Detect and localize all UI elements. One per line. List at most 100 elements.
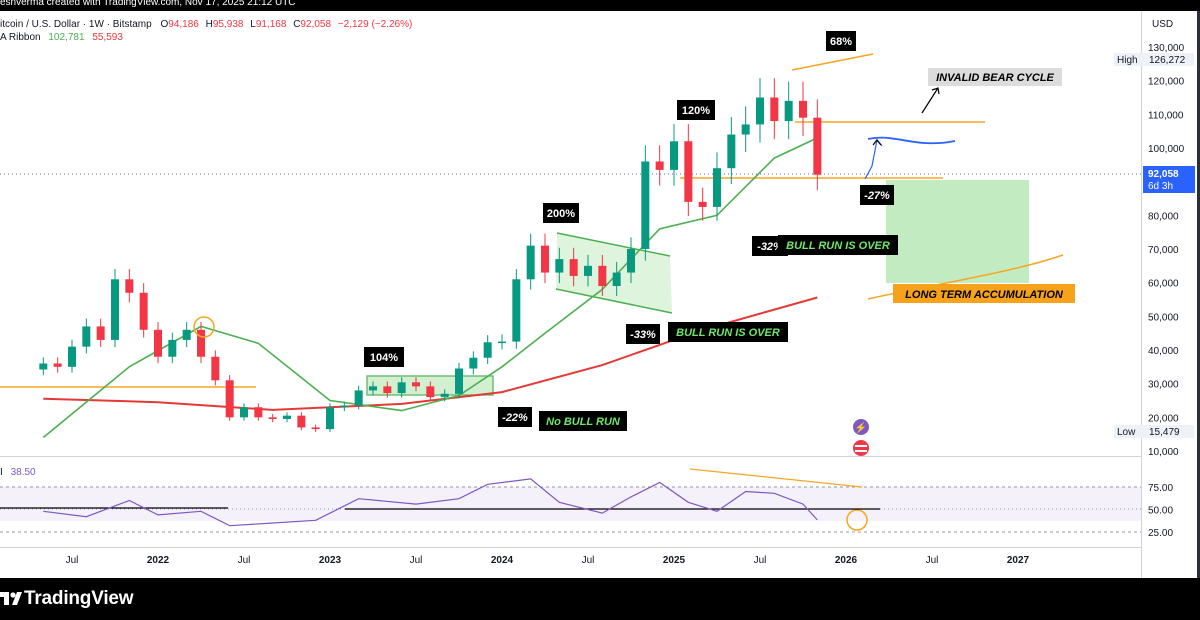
label-120: 120% <box>677 100 715 120</box>
candle-body <box>455 368 463 394</box>
candle-body <box>240 407 248 418</box>
time-tick-label: 2023 <box>319 555 342 566</box>
candle-body <box>555 259 564 273</box>
candle-body <box>440 393 449 398</box>
close-legend-value: 92,058 <box>300 19 332 30</box>
high-legend-value: 95,938 <box>212 19 244 30</box>
time-tick-label: 2025 <box>663 555 686 566</box>
label-bull-run-over-2024: BULL RUN IS OVER <box>668 322 788 342</box>
ribbon-value-1: 102,781 <box>48 32 85 43</box>
current-price-value: 92,058 <box>1148 169 1179 180</box>
candle-body <box>569 259 578 276</box>
candle-body <box>111 279 119 340</box>
candle-body <box>512 279 521 342</box>
candle-body <box>770 97 779 122</box>
candle-body <box>182 329 191 340</box>
price-tick-label: 10,000 <box>1148 447 1179 458</box>
flag-upper-line <box>556 232 671 257</box>
time-tick-label: Jul <box>754 555 767 566</box>
label-120-text: 120% <box>682 105 710 117</box>
candle-body <box>612 272 621 287</box>
candle-body <box>225 380 234 418</box>
projection-box <box>886 180 1029 283</box>
candle-body <box>526 245 535 280</box>
candle-body <box>727 134 736 169</box>
label-minus-27-text: -27% <box>864 190 890 202</box>
candle-body <box>369 386 377 391</box>
tradingview-icon <box>0 592 22 605</box>
low-legend-label: L <box>250 19 256 30</box>
candle-body <box>698 201 707 207</box>
candle-body <box>397 382 406 394</box>
symbol-legend[interactable]: itcoin / U.S. Dollar · 1W · Bitstamp O94… <box>0 19 412 30</box>
flag-stripe <box>855 445 867 447</box>
label-minus-33: -33% <box>626 324 660 344</box>
candle-body <box>125 279 134 293</box>
rsi-axis[interactable]: 75.00 50.00 25.00 <box>1148 483 1173 539</box>
candle-body <box>68 346 76 367</box>
lightning-icon[interactable] <box>853 419 869 435</box>
price-tick-label: 50,000 <box>1148 312 1179 323</box>
candle-body <box>469 357 478 369</box>
candle-body <box>784 100 793 122</box>
candle-body <box>741 124 750 135</box>
ribbon-value-2: 55,593 <box>92 32 123 43</box>
label-invalid-bear-cycle: INVALID BEAR CYCLE <box>928 68 1062 86</box>
time-tick-label: Jul <box>238 555 251 566</box>
candle-body <box>354 390 363 406</box>
label-68: 68% <box>826 31 856 51</box>
tradingview-logo[interactable]: TradingView <box>0 586 134 612</box>
candle-body <box>584 265 592 276</box>
lightning-glyph: ⚡ <box>855 421 867 434</box>
rsi-tick-label: 25.00 <box>1148 528 1173 539</box>
price-tick-label: 130,000 <box>1148 43 1185 54</box>
low-marker <box>1114 425 1194 438</box>
time-tick-label: Jul <box>926 555 939 566</box>
label-minus-32-text: -32% <box>757 241 783 253</box>
price-circle-marker <box>193 316 215 338</box>
candle-body <box>197 329 205 357</box>
label-invalid-bear-cycle-text: INVALID BEAR CYCLE <box>936 72 1054 84</box>
candle-body <box>139 292 148 330</box>
label-minus-22-text: -22% <box>502 412 528 424</box>
ribbon-legend[interactable]: A Ribbon 102,781 55,593 <box>0 32 123 43</box>
bounce-arrow <box>864 138 883 180</box>
time-tick-label: Jul <box>582 555 595 566</box>
low-label: Low <box>1117 427 1136 438</box>
candle-body <box>498 341 506 344</box>
candle-body <box>326 407 334 430</box>
change-value: −2,129 (−2.26%) <box>337 19 413 30</box>
rsi-circle-marker <box>846 509 868 531</box>
open-value: 94,186 <box>168 19 199 30</box>
candle-body <box>670 141 678 170</box>
candle-body <box>268 417 277 420</box>
rsi-path <box>43 478 818 527</box>
candle-body <box>627 249 635 273</box>
brand-name: TradingView <box>24 588 134 609</box>
price-tick-label: 110,000 <box>1148 110 1184 121</box>
us-flag-icon[interactable] <box>853 440 869 456</box>
top-trendline <box>791 53 874 71</box>
sma-50-line <box>42 137 818 439</box>
time-tick-label: 2024 <box>491 555 514 566</box>
candle-body <box>39 363 48 370</box>
candle-body <box>641 161 650 249</box>
high-label: High <box>1117 55 1138 66</box>
price-tick-label: 120,000 <box>1148 77 1185 88</box>
current-price-countdown: 6d 3h <box>1148 181 1173 192</box>
rsi-legend[interactable]: I 38.50 <box>0 467 36 478</box>
time-axis[interactable]: Jul 2022 Jul 2023 Jul 2024 Jul 2025 Jul 2026 Jul 20… <box>66 555 1030 566</box>
chart-frame: 104% -22% No BULL RUN 200% -33% BULL RUN… <box>0 11 1200 578</box>
rsi-line <box>43 478 818 527</box>
chart-canvas[interactable]: 104% -22% No BULL RUN 200% -33% BULL RUN… <box>0 11 1197 578</box>
rsi-value: 38.50 <box>10 467 36 478</box>
invalid-bear-arrow <box>921 87 940 114</box>
label-minus-33-text: -33% <box>630 329 656 341</box>
candle-body <box>598 265 607 287</box>
price-axis[interactable]: 130,000120,000110,000100,00090,00080,000… <box>1148 43 1185 458</box>
time-tick-label: 2027 <box>1007 555 1030 566</box>
author-text: esnverma created with TradingView.com, N… <box>0 0 296 8</box>
footer-bar: TradingView <box>0 578 1200 620</box>
label-no-bull-run-text: No BULL RUN <box>546 416 621 428</box>
label-bull-run-over-2025-text: BULL RUN IS OVER <box>786 240 890 252</box>
